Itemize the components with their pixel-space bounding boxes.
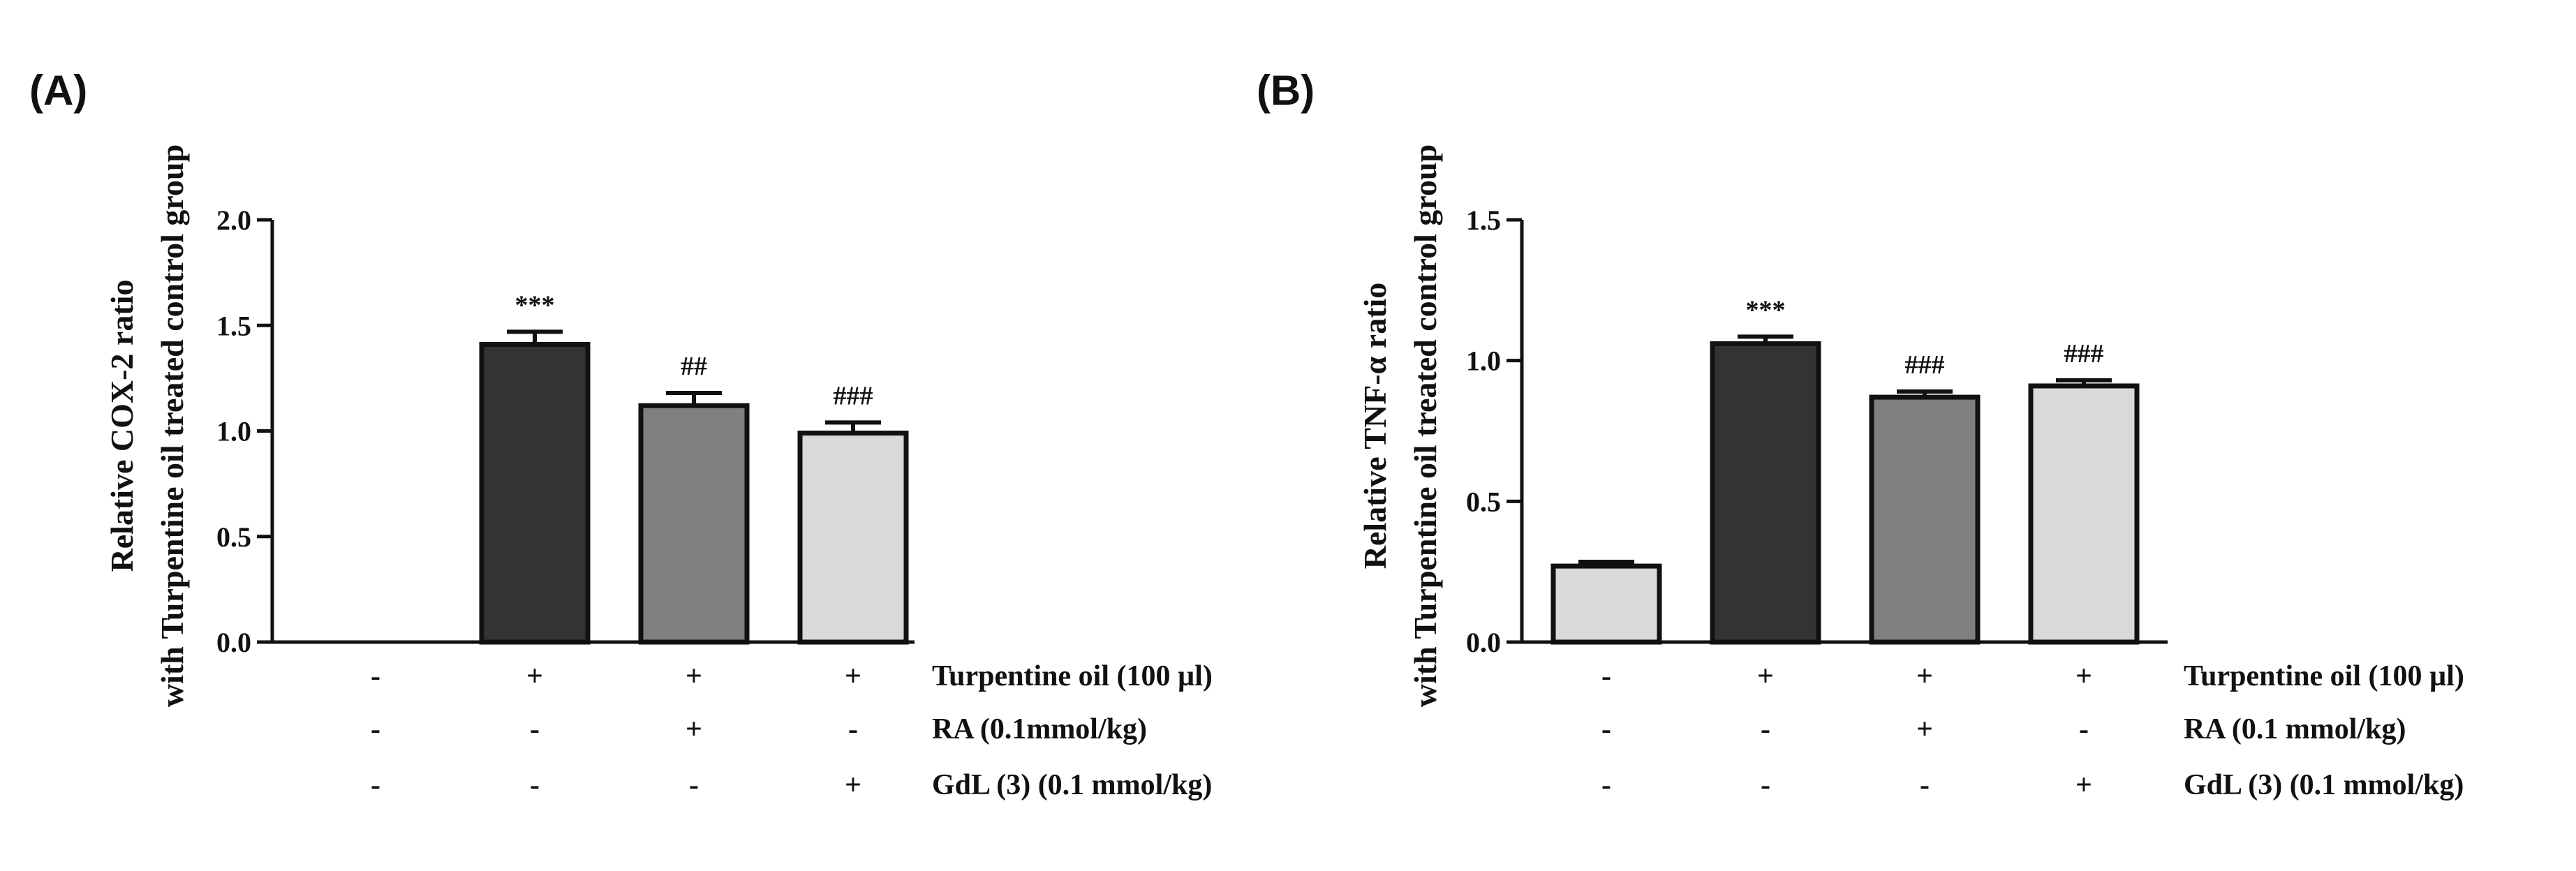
bar: [1550, 563, 1662, 645]
treatment-label: RA (0.1 mmol/kg): [2184, 713, 2406, 745]
treatment-sign: +: [1916, 713, 1933, 745]
treatment-sign: -: [848, 713, 858, 745]
bar: [479, 341, 591, 645]
treatment-sign: +: [686, 660, 702, 692]
significance-label: ###: [834, 381, 873, 410]
significance-label: ***: [515, 290, 555, 320]
y-tick-label: 0.5: [216, 521, 251, 553]
panel-label: (B): [1257, 67, 1315, 114]
y-tick-label: 0.5: [1466, 486, 1501, 517]
treatment-sign: +: [845, 660, 861, 692]
treatment-label: Turpentine oil (100 µl): [2184, 660, 2464, 692]
significance-label: ###: [2064, 339, 2104, 368]
y-tick-label: 1.5: [1466, 204, 1501, 236]
treatment-sign: +: [845, 769, 861, 801]
treatment-sign: -: [1601, 769, 1611, 801]
treatment-sign: +: [686, 713, 702, 745]
panel-b: (B) Relative TNF-α ratio with Turpentine o…: [1257, 67, 2464, 801]
panel-a: (A) Relative COX-2 ratio with Turpentine o…: [29, 67, 1213, 801]
significance-label: ###: [1905, 350, 1945, 380]
treatment-label: GdL (3) (0.1 mmol/kg): [2184, 769, 2464, 801]
treatment-sign: -: [1761, 769, 1770, 801]
treatment-label: Turpentine oil (100 µl): [932, 660, 1213, 692]
y-axis-title-line2: with Turpentine oil treated control grou…: [1407, 144, 1443, 707]
treatment-label: RA (0.1mmol/kg): [932, 713, 1147, 745]
bar: [797, 431, 909, 645]
treatment-sign: -: [371, 713, 380, 745]
y-tick-label: 1.0: [216, 416, 251, 447]
y-axis-title-line2: with Turpentine oil treated control grou…: [154, 144, 190, 707]
treatment-sign: -: [2079, 713, 2089, 745]
treatment-sign: -: [1920, 769, 1930, 801]
treatment-sign: -: [371, 769, 380, 801]
y-tick-label: 0.0: [216, 627, 251, 658]
panel-label: (A): [29, 67, 87, 114]
treatment-sign: +: [1916, 660, 1933, 692]
treatment-label: GdL (3) (0.1 mmol/kg): [932, 769, 1212, 801]
treatment-sign: +: [2075, 769, 2092, 801]
treatment-sign: -: [371, 660, 380, 692]
y-tick-label: 1.0: [1466, 345, 1501, 377]
y-tick-label: 2.0: [216, 204, 251, 236]
y-tick-label: 1.5: [216, 310, 251, 341]
treatment-sign: +: [526, 660, 543, 692]
y-axis-title-line1: Relative TNF-α ratio: [1357, 283, 1393, 570]
treatment-sign: -: [530, 769, 540, 801]
treatment-sign: -: [689, 769, 699, 801]
treatment-sign: +: [1757, 660, 1774, 692]
bar: [1710, 341, 1821, 645]
significance-label: ##: [681, 352, 707, 381]
y-tick-label: 0.0: [1466, 627, 1501, 658]
treatment-sign: -: [1601, 713, 1611, 745]
bar: [638, 403, 750, 645]
bar: [2028, 383, 2140, 645]
treatment-sign: -: [530, 713, 540, 745]
treatment-sign: +: [2075, 660, 2092, 692]
y-axis-title-line1: Relative COX-2 ratio: [104, 280, 140, 572]
significance-label: ***: [1746, 295, 1786, 325]
bar: [1869, 394, 1981, 645]
treatment-sign: -: [1601, 660, 1611, 692]
treatment-sign: -: [1761, 713, 1770, 745]
